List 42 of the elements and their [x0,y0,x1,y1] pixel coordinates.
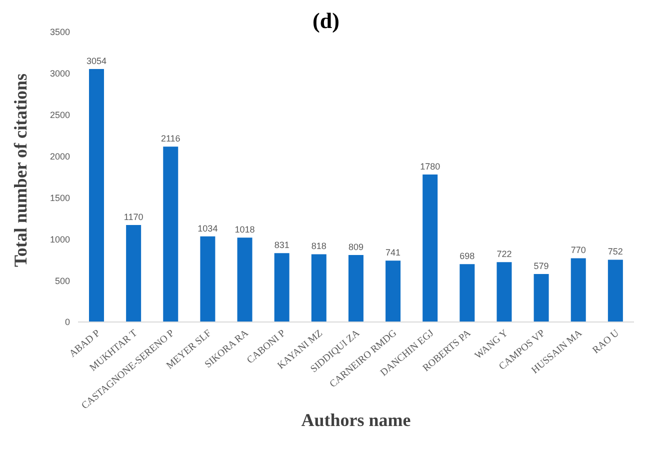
data-label: 3054 [86,56,107,66]
y-axis-title: Total number of citations [10,73,30,267]
bar [496,262,512,322]
data-label: 770 [570,245,586,256]
y-tick-label: 1000 [50,234,70,244]
bar [274,253,290,322]
data-label: 831 [274,240,290,250]
x-axis-title: Authors name [301,410,411,430]
y-tick-label: 3000 [50,68,70,79]
bar [237,238,252,322]
y-tick-label: 2500 [50,110,70,120]
bar [422,174,438,322]
y-tick-label: 1500 [50,192,70,203]
data-label: 722 [496,249,512,260]
bar [89,68,104,322]
bar [126,225,142,322]
y-tick-label: 3500 [50,27,70,38]
data-label: 2116 [160,134,180,144]
y-tick-label: 0 [64,317,70,328]
bar [386,260,401,322]
bar [348,254,364,322]
data-label: 809 [348,242,364,252]
y-tick-label: 500 [54,276,70,286]
y-tick-label: 2000 [50,151,70,162]
data-label: 1018 [234,224,255,235]
bar [163,146,178,322]
bar [570,258,586,322]
data-label: 741 [386,248,401,258]
data-label: 818 [311,241,326,252]
data-label: 1780 [420,162,440,172]
data-label: 1034 [198,223,218,234]
x-tick-label: RAO U [590,327,622,356]
bar [534,274,549,322]
bar [311,254,326,322]
bar [200,236,216,322]
data-label: 698 [460,251,475,262]
chart-title: (d) [312,8,340,33]
bar [608,260,623,322]
data-label: 579 [534,261,549,272]
bar [460,264,475,322]
data-label: 1170 [124,212,144,222]
data-label: 752 [608,246,623,257]
